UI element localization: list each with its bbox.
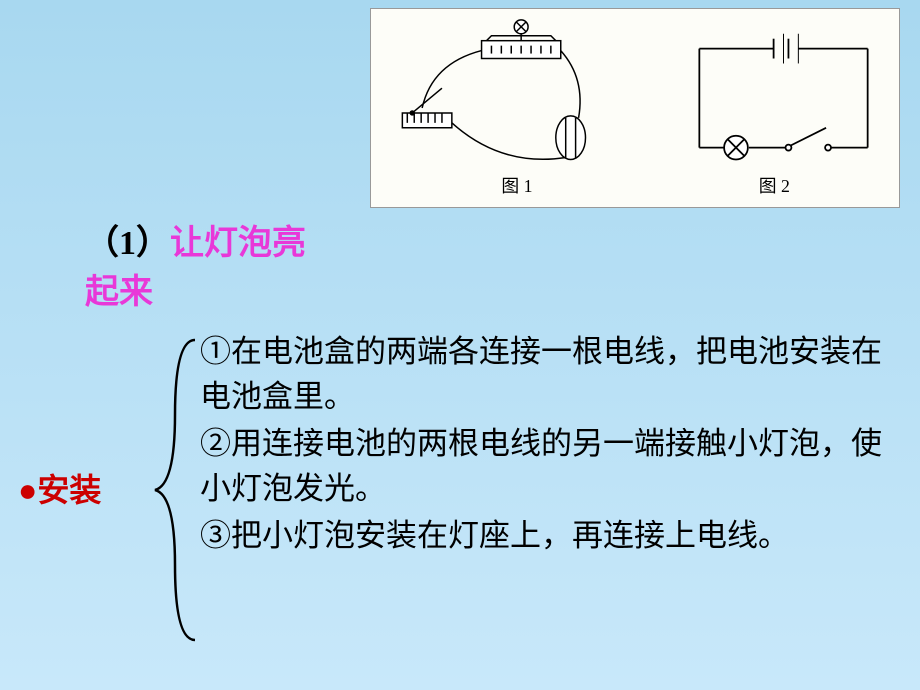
step-2-text: 用连接电池的两根电线的另一端接触小灯泡，使小灯泡发光。 — [200, 426, 882, 506]
section-title-line1: 让灯泡亮 — [170, 225, 306, 262]
step-3-num: ③ — [200, 518, 231, 553]
step-3: ③把小灯泡安装在灯座上，再连接上电线。 — [200, 514, 900, 559]
step-2: ②用连接电池的两根电线的另一端接触小灯泡，使小灯泡发光。 — [200, 422, 900, 512]
bullet-icon: ● — [18, 472, 37, 508]
steps-list: ①在电池盒的两端各连接一根电线，把电池安装在电池盒里。 ②用连接电池的两根电线的… — [200, 330, 900, 561]
figure-2-label: 图 2 — [759, 176, 790, 196]
figure-1-label: 图 1 — [501, 176, 532, 196]
side-label-text: 安装 — [37, 472, 101, 508]
slide-background: 图 1 — [0, 0, 920, 690]
step-1: ①在电池盒的两端各连接一根电线，把电池安装在电池盒里。 — [200, 330, 900, 420]
brace-bracket — [145, 335, 205, 645]
figure-2-schematic — [699, 34, 867, 160]
step-1-text: 在电池盒的两端各连接一根电线，把电池安装在电池盒里。 — [200, 334, 882, 414]
figure-1-pictorial — [402, 20, 585, 160]
step-1-num: ① — [200, 334, 231, 369]
section-number: （1） — [85, 225, 170, 262]
side-label-install: ●安装 — [18, 465, 101, 511]
step-2-num: ② — [200, 426, 231, 461]
section-title-line2: 起来 — [85, 274, 153, 311]
circuit-diagrams-svg: 图 1 — [371, 9, 899, 207]
step-3-text: 把小灯泡安装在灯座上，再连接上电线。 — [231, 518, 789, 553]
section-title: （1）让灯泡亮 起来 — [85, 215, 365, 313]
circuit-diagram-box: 图 1 — [370, 8, 900, 208]
